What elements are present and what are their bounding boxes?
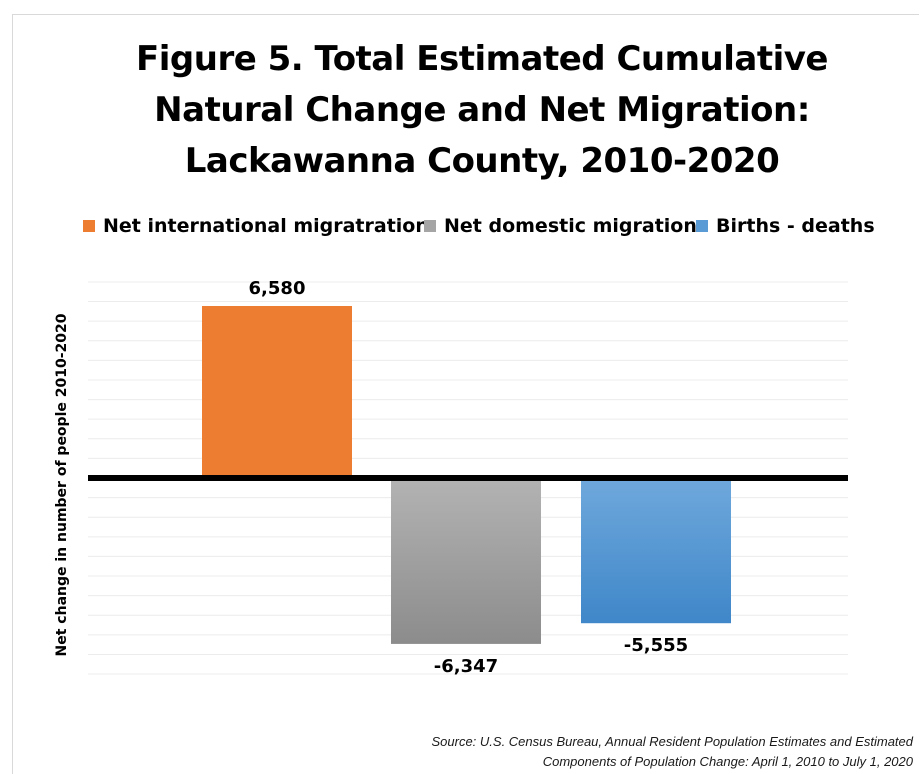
- legend-swatch-international: [83, 220, 95, 232]
- bars: [202, 306, 731, 644]
- y-axis-label: Net change in number of people 2010-2020: [54, 313, 70, 656]
- source-note: Source: U.S. Census Bureau, Annual Resid…: [313, 732, 913, 772]
- legend-item-domestic: Net domestic migration: [424, 212, 697, 240]
- chart-title-line-2: Natural Change and Net Migration:: [154, 90, 810, 130]
- legend-item-births-deaths: Births - deaths: [696, 212, 875, 240]
- data-labels: 6,580 -6,347 -5,555: [249, 278, 689, 677]
- legend-swatch-births-deaths: [696, 220, 708, 232]
- legend-swatch-domestic: [424, 220, 436, 232]
- chart-frame: [12, 14, 919, 774]
- bar-domestic: [391, 478, 541, 644]
- data-label-domestic: -6,347: [434, 656, 498, 677]
- legend-item-international: Net international migratration: [83, 212, 429, 240]
- chart-title: Figure 5. Total Estimated Cumulative Nat…: [20, 34, 921, 187]
- legend-label-international: Net international migratration: [103, 215, 429, 237]
- bar-births-deaths: [581, 478, 731, 624]
- chart-legend: Net international migratration Net domes…: [0, 212, 921, 240]
- bar-international: [202, 306, 352, 478]
- source-line-2: Components of Population Change: April 1…: [542, 754, 913, 769]
- chart-title-line-3: Lackawanna County, 2010-2020: [184, 141, 780, 181]
- data-label-births-deaths: -5,555: [624, 635, 688, 656]
- chart-title-line-1: Figure 5. Total Estimated Cumulative: [136, 39, 828, 79]
- legend-label-domestic: Net domestic migration: [444, 215, 697, 237]
- data-label-international: 6,580: [249, 278, 306, 299]
- source-line-1: Source: U.S. Census Bureau, Annual Resid…: [431, 734, 913, 749]
- legend-label-births-deaths: Births - deaths: [716, 215, 875, 237]
